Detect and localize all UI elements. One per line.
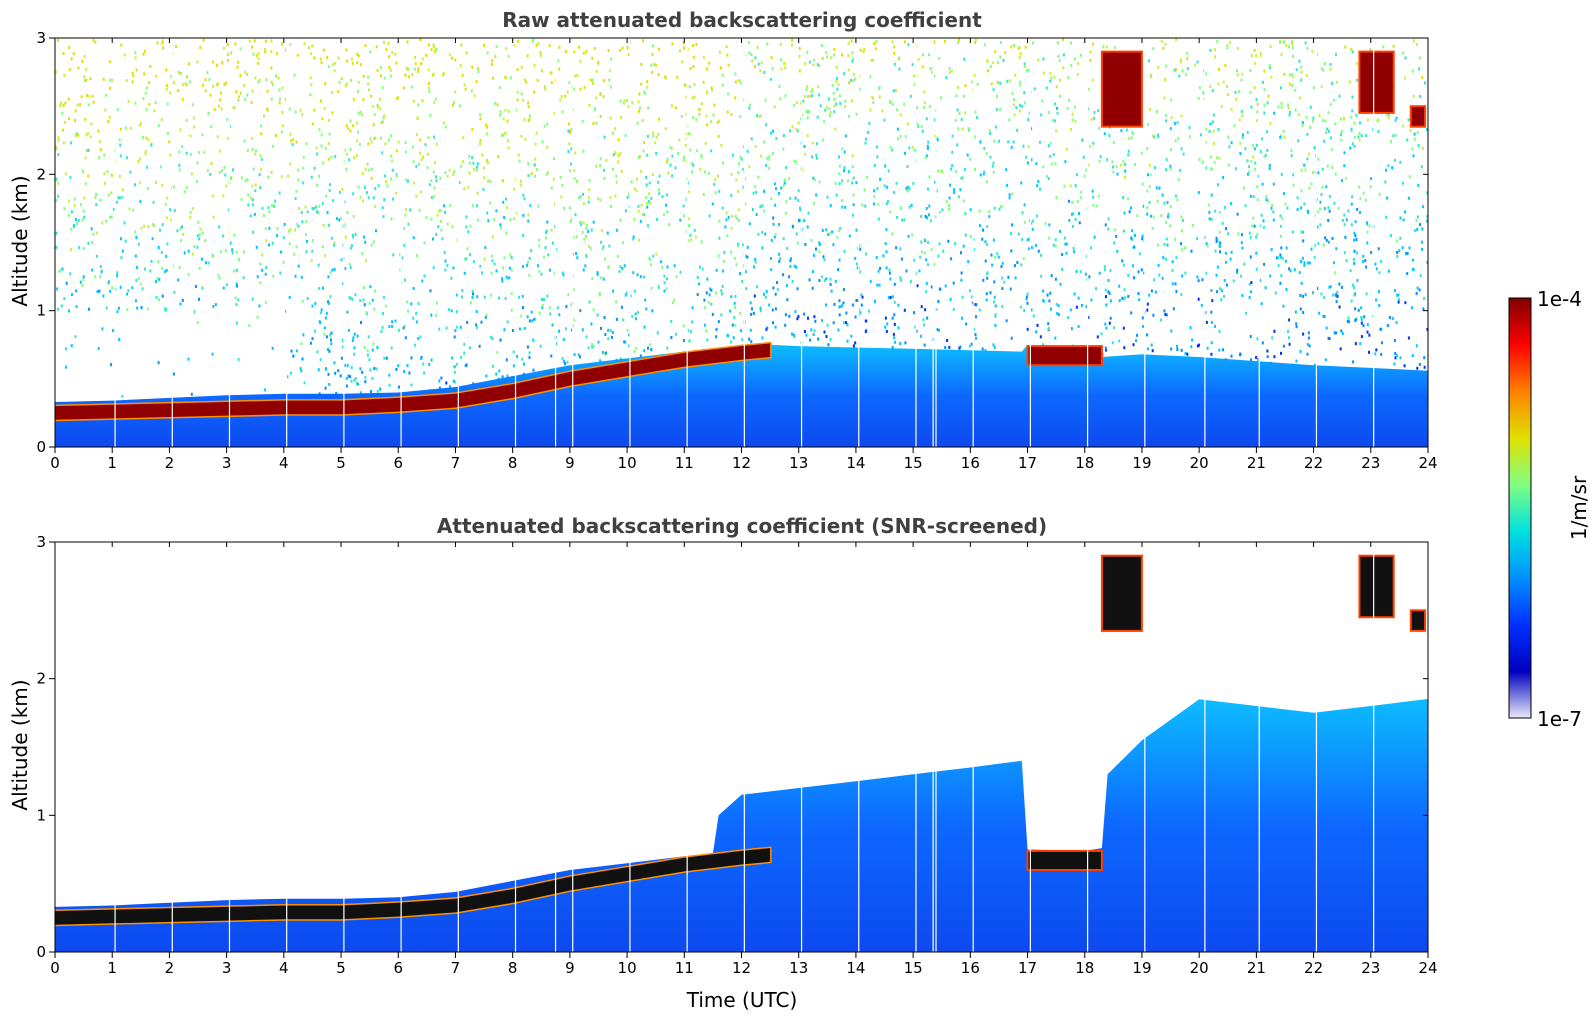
x-tick-label: 6: [393, 454, 403, 472]
x-tick-label: 9: [565, 454, 575, 472]
x-tick-label: 15: [904, 959, 923, 977]
x-tick-label: 22: [1304, 454, 1323, 472]
x-tick-label: 18: [1075, 454, 1094, 472]
y-axis-label: Altitude (km): [8, 679, 32, 810]
colorbar-bar: [1508, 297, 1532, 719]
x-tick-label: 5: [336, 959, 346, 977]
y-tick-label: 1: [36, 806, 46, 824]
x-tick-label: 0: [50, 454, 60, 472]
x-tick-label: 3: [222, 959, 232, 977]
y-tick-label: 3: [36, 29, 46, 47]
x-tick-label: 17: [1018, 454, 1037, 472]
x-tick-label: 22: [1304, 959, 1323, 977]
x-tick-label: 11: [675, 959, 694, 977]
x-tick-label: 5: [336, 454, 346, 472]
colorbar-max-label: 1e-4: [1537, 287, 1582, 311]
plot-area: 0 1 2 3 4 5 6 7 8 9 10 11 12 13 14 15 16 17 18 19 20 21 22 23 24…: [36, 533, 1437, 977]
x-tick-label: 13: [789, 959, 808, 977]
x-tick-label: 18: [1075, 959, 1094, 977]
x-tick-label: 4: [279, 454, 289, 472]
x-tick-label: 1: [107, 959, 117, 977]
x-tick-label: 24: [1418, 959, 1437, 977]
cloud-layer: [55, 848, 771, 925]
x-tick-label: 21: [1247, 454, 1266, 472]
raw-backscatter-panel: Raw attenuated backscattering coefficien…: [8, 8, 1438, 472]
x-tick-label: 2: [165, 959, 175, 977]
y-axis-label: Altitude (km): [8, 175, 32, 306]
plot-content: [55, 542, 1428, 952]
x-tick-label: 6: [393, 959, 403, 977]
x-tick-label: 19: [1132, 959, 1151, 977]
x-tick-label: 16: [961, 454, 980, 472]
x-tick-label: 14: [846, 454, 865, 472]
cloud-layer: [55, 343, 771, 420]
cloud-patch: [1026, 345, 1103, 367]
x-axis-label: Time (UTC): [686, 988, 798, 1012]
x-tick-label: 8: [508, 959, 518, 977]
x-tick-label: 21: [1247, 959, 1266, 977]
cloud-patch: [1100, 50, 1143, 128]
cloud-patch: [1026, 849, 1103, 872]
x-tick-label: 24: [1418, 454, 1437, 472]
x-tick-label: 23: [1361, 454, 1380, 472]
cloud-patch: [1358, 554, 1395, 619]
x-tick-label: 10: [618, 454, 637, 472]
x-tick-label: 10: [618, 959, 637, 977]
cloud-patch: [1409, 105, 1427, 128]
colorbar: 1e-4 1e-7 1/m/sr: [1508, 287, 1591, 731]
y-tick-label: 3: [36, 533, 46, 551]
aerosol-layer: [55, 699, 1428, 952]
x-tick-label: 7: [451, 454, 461, 472]
x-tick-label: 12: [732, 454, 751, 472]
x-tick-label: 2: [165, 454, 175, 472]
x-tick-label: 7: [451, 959, 461, 977]
aerosol-layer: [55, 344, 1428, 447]
plot-content: [55, 38, 1428, 447]
x-tick-label: 23: [1361, 959, 1380, 977]
cloud-patch: [1358, 50, 1395, 114]
x-tick-label: 20: [1190, 959, 1209, 977]
x-tick-label: 17: [1018, 959, 1037, 977]
y-tick-label: 1: [36, 302, 46, 320]
x-tick-label: 16: [961, 959, 980, 977]
x-tick-label: 13: [789, 454, 808, 472]
plot-area: 0 1 2 3 4 5 6 7 8 9 10 11 12 13 14 15 16 17 18 19 20 21 22 23 24…: [36, 29, 1437, 472]
y-tick-label: 2: [36, 165, 46, 183]
x-tick-label: 9: [565, 959, 575, 977]
colorbar-unit-label: 1/m/sr: [1567, 475, 1591, 540]
y-tick-label: 2: [36, 670, 46, 688]
x-tick-label: 14: [846, 959, 865, 977]
snr-screened-panel: Attenuated backscattering coefficient (S…: [8, 514, 1438, 1012]
cloud-patch: [1409, 609, 1427, 632]
x-tick-label: 12: [732, 959, 751, 977]
noise-speckle: [55, 38, 1428, 398]
x-tick-label: 11: [675, 454, 694, 472]
x-tick-label: 20: [1190, 454, 1209, 472]
panel-title: Attenuated backscattering coefficient (S…: [437, 514, 1047, 538]
colorbar-min-label: 1e-7: [1537, 707, 1582, 731]
x-tick-label: 8: [508, 454, 518, 472]
x-tick-label: 0: [50, 959, 60, 977]
y-tick-label: 0: [36, 438, 46, 456]
x-tick-label: 1: [107, 454, 117, 472]
x-tick-label: 19: [1132, 454, 1151, 472]
x-tick-label: 15: [904, 454, 923, 472]
cloud-patch: [1100, 554, 1143, 632]
y-tick-label: 0: [36, 943, 46, 961]
x-tick-label: 3: [222, 454, 232, 472]
panel-title: Raw attenuated backscattering coefficien…: [502, 8, 982, 32]
x-tick-label: 4: [279, 959, 289, 977]
